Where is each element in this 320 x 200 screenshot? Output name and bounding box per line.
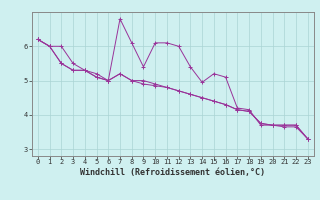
X-axis label: Windchill (Refroidissement éolien,°C): Windchill (Refroidissement éolien,°C) xyxy=(80,168,265,177)
